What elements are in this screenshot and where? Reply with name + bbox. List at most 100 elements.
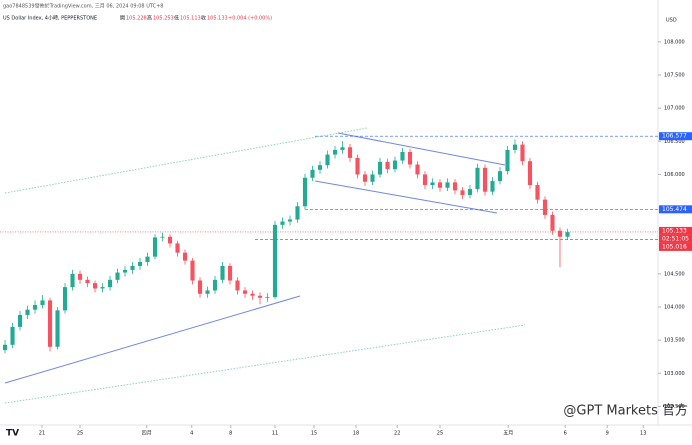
candle-body: [167, 236, 173, 244]
candle-body: [47, 300, 53, 347]
logo: TV: [6, 429, 19, 439]
candle-body: [505, 149, 510, 172]
candle-body: [542, 199, 548, 215]
price-badge-bg: [659, 205, 692, 214]
price-badge: 106.577: [662, 133, 687, 140]
price-badge: 105.474: [662, 206, 687, 213]
trend-line: [4, 127, 368, 194]
ohlc-label: 高: [147, 15, 152, 22]
candle-body: [32, 305, 38, 310]
candle-body: [377, 161, 383, 175]
price-badge-bg: [659, 226, 692, 235]
candle-body: [145, 256, 150, 262]
candle-body: [182, 252, 188, 261]
x-tick-label: 四月: [142, 431, 152, 437]
candle-body: [527, 161, 533, 186]
candle-body: [55, 310, 60, 347]
y-tick-label: 107.000: [664, 106, 685, 112]
candle-body: [40, 300, 45, 306]
candle-body: [392, 160, 398, 170]
candle-body: [130, 265, 135, 270]
candle-body: [137, 261, 143, 266]
candle-body: [452, 182, 458, 191]
ohlc-label: 低: [174, 15, 179, 22]
ohlc-label: 收: [201, 15, 206, 22]
x-tick-label: 21: [39, 431, 45, 437]
candle-body: [100, 287, 105, 289]
candle-body: [212, 279, 218, 291]
ohlc-value: 105.113: [180, 16, 201, 22]
ohlc-value: 105.253: [153, 16, 174, 22]
candle-body: [2, 344, 8, 351]
candle-body: [85, 279, 90, 284]
x-tick-label: 4: [190, 431, 193, 437]
candle-body: [280, 221, 285, 225]
candle-body: [430, 182, 435, 186]
x-tick-label: 15: [311, 431, 317, 437]
candle-body: [220, 265, 225, 280]
channel-line: [314, 180, 498, 214]
candle-body: [347, 147, 353, 158]
candle-body: [565, 232, 570, 237]
candle-body: [422, 174, 428, 186]
y-tick-label: 106.000: [664, 172, 685, 178]
candle-body: [235, 280, 240, 291]
chart-title: US Dollar Index, 4小時, PEPPERSTONE: [3, 15, 97, 22]
candle-body: [107, 279, 113, 288]
candle-body: [242, 290, 248, 294]
candle-body: [115, 272, 120, 280]
candle-body: [175, 243, 180, 253]
channel-line: [337, 132, 506, 166]
candle-body: [265, 297, 270, 298]
candle-body: [25, 309, 30, 315]
change: +0.004 (+0.00%): [228, 16, 272, 22]
candle-body: [302, 177, 308, 207]
candle-body: [70, 273, 75, 288]
price-badge-bg: [659, 242, 692, 251]
candle-body: [257, 295, 263, 298]
x-tick-label: 9: [606, 431, 609, 437]
candle-body: [520, 144, 525, 162]
y-tick-label: 108.000: [664, 39, 685, 45]
candle-body: [77, 273, 83, 280]
y-tick-label: 103.500: [664, 338, 685, 344]
x-tick-label: 22: [394, 431, 400, 437]
candle-body: [197, 280, 203, 294]
y-tick-label: 107.500: [664, 73, 685, 79]
candle-body: [325, 154, 330, 166]
drawings: [4, 127, 526, 404]
candle-body: [400, 151, 405, 161]
candle-body: [295, 206, 300, 220]
x-tick-label: 18: [353, 431, 359, 437]
candle-body: [385, 161, 390, 170]
candle-body: [437, 182, 443, 188]
candle-body: [550, 214, 555, 231]
candle-body: [557, 230, 563, 237]
x-tick-label: 25: [437, 431, 443, 437]
candle-body: [152, 237, 158, 257]
y-tick-label: 102.500: [664, 404, 685, 410]
candle-body: [535, 185, 540, 200]
trend-line: [4, 324, 526, 404]
candle-body: [490, 181, 495, 192]
candle-body: [122, 269, 128, 273]
watermark: @GPT Markets 官方: [563, 403, 688, 419]
candle-body: [17, 314, 23, 327]
candle-body: [370, 174, 375, 182]
trend-line: [4, 295, 301, 384]
x-tick-label: 13: [640, 431, 646, 437]
y-tick-label: 104.000: [664, 305, 685, 311]
x-tick-label: 8: [229, 431, 232, 437]
candle-body: [317, 165, 323, 170]
candle-body: [340, 147, 345, 150]
candle-body: [310, 169, 315, 178]
candle-body: [92, 283, 98, 289]
price-badge-bg: [659, 132, 692, 141]
countdown-badge: 02:51:05: [662, 235, 689, 242]
publisher: gao7848539發佈於TradingView.com, 三月 06, 202…: [3, 3, 164, 10]
candle-body: [415, 164, 420, 175]
candle-body: [355, 157, 360, 175]
y-tick-label: 104.500: [664, 271, 685, 277]
